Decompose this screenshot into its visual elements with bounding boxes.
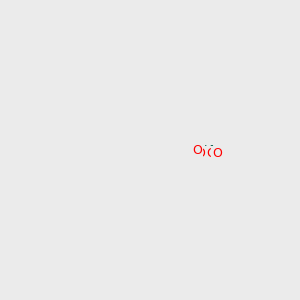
Text: O: O <box>192 144 202 157</box>
Text: O: O <box>207 147 217 160</box>
Text: O: O <box>212 147 222 160</box>
Text: O: O <box>195 147 205 160</box>
